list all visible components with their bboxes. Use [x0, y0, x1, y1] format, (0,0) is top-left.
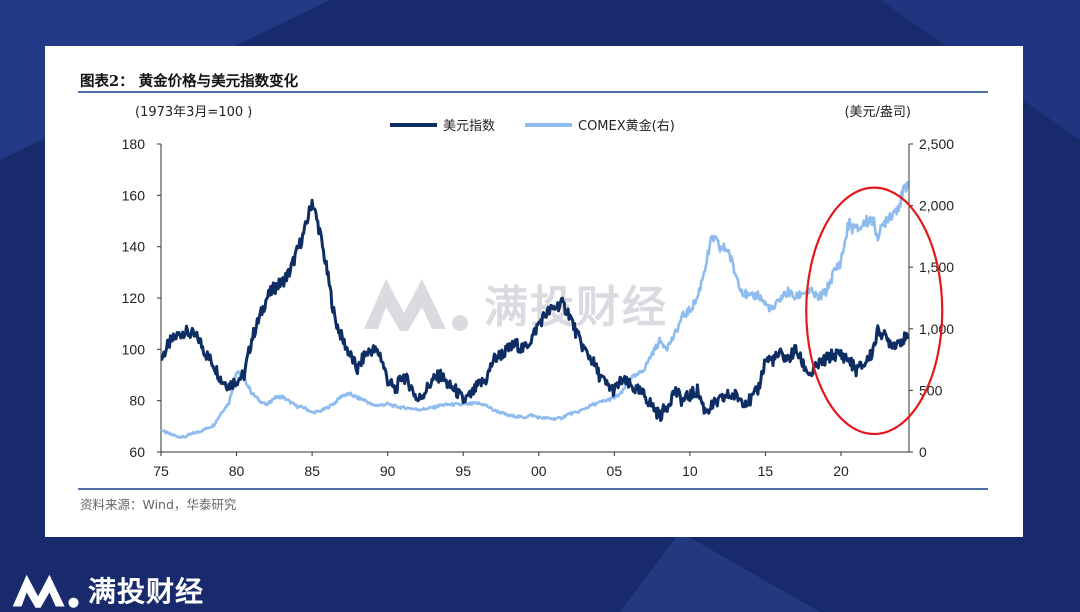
- brand-logo-icon: [12, 574, 79, 608]
- right-axis-unit-label: (美元/盎司): [844, 105, 911, 120]
- left-tick-label: 100: [122, 341, 146, 357]
- left-tick-label: 180: [122, 136, 146, 152]
- x-tick-label: 85: [304, 463, 320, 479]
- figure-title: 图表2： 黄金价格与美元指数变化: [80, 73, 299, 90]
- left-tick-label: 120: [122, 290, 146, 306]
- footer-rule: [78, 488, 988, 490]
- x-tick-label: 15: [758, 463, 774, 479]
- chart: 608010012014016018005001,0001,5002,0002,…: [122, 105, 955, 479]
- background-shape-bottom: [620, 532, 820, 612]
- axes-group: 608010012014016018005001,0001,5002,0002,…: [122, 105, 955, 479]
- left-tick-label: 140: [122, 239, 146, 255]
- right-tick-label: 0: [919, 444, 927, 460]
- left-axis-unit-label: (1973年3月=100 ): [135, 105, 252, 120]
- legend-label-gold: COMEX黄金(右): [578, 118, 675, 134]
- x-tick-label: 75: [153, 463, 169, 479]
- brand-text: 满投财经: [88, 575, 205, 608]
- series-line-dxy: [160, 198, 909, 422]
- x-tick-label: 05: [607, 463, 623, 479]
- x-tick-label: 80: [229, 463, 245, 479]
- x-tick-label: 90: [380, 463, 396, 479]
- series-layer: [160, 180, 909, 440]
- source-note: 资料来源：Wind，华泰研究: [80, 497, 237, 512]
- right-tick-label: 2,500: [919, 136, 954, 152]
- x-tick-label: 20: [833, 463, 849, 479]
- highlight-ellipse: [805, 186, 944, 436]
- left-tick-label: 160: [122, 187, 146, 203]
- legend-label-dxy: 美元指数: [443, 119, 495, 134]
- x-tick-label: 95: [455, 463, 471, 479]
- annotation-layer: [805, 186, 944, 436]
- right-tick-label: 1,000: [919, 321, 954, 337]
- left-tick-label: 80: [129, 393, 145, 409]
- x-tick-label: 00: [531, 463, 547, 479]
- right-tick-label: 1,500: [919, 259, 954, 275]
- title-rule: [78, 91, 988, 93]
- x-tick-label: 10: [682, 463, 698, 479]
- right-tick-label: 2,000: [919, 198, 954, 214]
- figure-panel: 图表2： 黄金价格与美元指数变化 60 80 100 120 140 160 180 0 500…: [45, 46, 1023, 537]
- legend: 美元指数 COMEX黄金(右): [390, 118, 675, 134]
- brand: 满投财经: [10, 570, 204, 610]
- left-tick-label: 60: [129, 444, 145, 460]
- series-line-gold: [160, 180, 909, 440]
